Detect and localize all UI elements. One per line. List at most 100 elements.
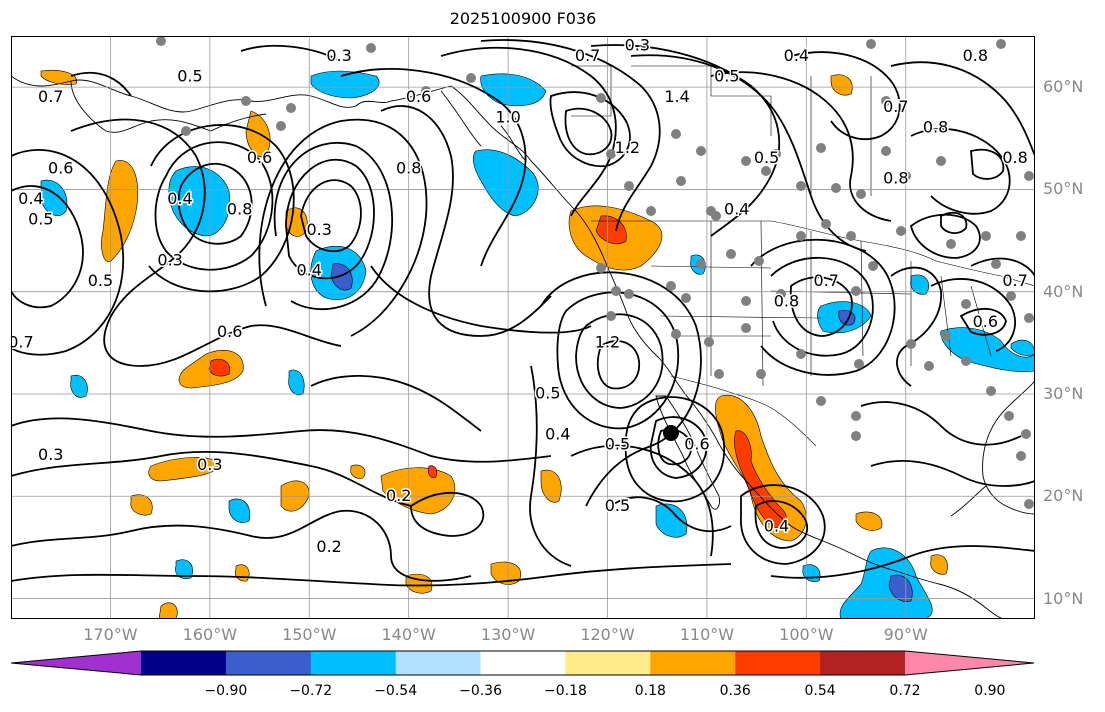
- contour-line: [11, 509, 472, 582]
- station-marker: [941, 331, 951, 341]
- contour-line: [177, 162, 253, 245]
- contour-value-label: 0.6: [217, 322, 242, 341]
- longitude-label: 170°W: [83, 625, 138, 644]
- positive-anomaly-area: [130, 494, 153, 516]
- colorbar-bin: [225, 651, 312, 675]
- station-marker: [726, 249, 736, 259]
- contour-line: [657, 428, 692, 466]
- station-marker: [181, 126, 191, 136]
- station-marker: [846, 231, 856, 241]
- storm-center-marker: [663, 425, 679, 441]
- contour-line: [575, 313, 664, 409]
- contour-line: [556, 291, 680, 430]
- contour-line: [11, 149, 125, 356]
- station-marker: [816, 396, 826, 406]
- station-marker: [991, 259, 1001, 269]
- contour-line: [570, 444, 714, 557]
- contour-value-label: 1.0: [495, 107, 520, 126]
- station-marker: [896, 226, 906, 236]
- station-marker: [671, 329, 681, 339]
- contour-line: [940, 211, 968, 234]
- country-border: [670, 375, 817, 447]
- contour-line: [410, 491, 485, 537]
- station-marker: [754, 256, 764, 266]
- colorbar-bin: [650, 651, 736, 675]
- colorbar-tick-label: 0.90: [974, 683, 1006, 699]
- coastline: [440, 90, 527, 162]
- station-marker: [961, 356, 971, 366]
- latitude-label: 30°N: [1043, 383, 1084, 403]
- negative-anomaly-area: [168, 166, 231, 237]
- station-marker: [856, 189, 866, 199]
- contour-value-label: 0.6: [973, 312, 998, 331]
- positive-anomaly-area: [427, 465, 438, 479]
- station-marker: [646, 206, 656, 216]
- weather-map: 0.3 0.5 0.7 0.6 0.5 0.4 0.4 0.8 0.6 0.3 0.5 0.7 0.6 0…: [11, 36, 1035, 619]
- contour-line: [789, 276, 853, 337]
- contour-value-label: 0.7: [11, 332, 34, 351]
- contour-value-label: 0.4: [545, 424, 570, 443]
- contour-value-label: 0.7: [38, 87, 63, 106]
- colorbar-tick-label: −0.18: [543, 683, 587, 699]
- contour-value-label: 0.3: [326, 46, 351, 65]
- station-marker: [681, 293, 691, 303]
- station-marker: [711, 211, 721, 221]
- station-marker: [1021, 429, 1031, 439]
- longitude-label: 90°W: [883, 625, 928, 644]
- station-marker: [276, 121, 286, 131]
- contour-value-label: 0.5: [605, 435, 630, 454]
- latitude-label: 50°N: [1043, 179, 1084, 199]
- contour-line: [11, 563, 732, 587]
- station-marker: [1024, 313, 1034, 323]
- contour-line: [870, 459, 1035, 487]
- contour-line: [710, 71, 892, 222]
- contour-value-label: 0.5: [714, 66, 739, 85]
- colorbar-bin: [395, 651, 482, 675]
- contour-value-label: 0.4: [18, 189, 43, 208]
- station-marker: [421, 86, 431, 96]
- station-marker: [816, 143, 826, 153]
- contour-line: [11, 417, 552, 463]
- positive-anomaly-area: [40, 69, 78, 85]
- station-marker: [666, 281, 676, 291]
- contour-value-label: 0.8: [923, 118, 948, 137]
- contour-line: [11, 450, 412, 507]
- station-marker: [241, 96, 251, 106]
- station-marker: [1004, 411, 1014, 421]
- contour-line: [529, 365, 572, 567]
- station-marker: [866, 39, 876, 49]
- colorbar-min-extension: [11, 651, 141, 675]
- contour-value-label: 0.2: [386, 486, 411, 505]
- contour-line: [597, 340, 640, 390]
- contour-line: [285, 159, 375, 280]
- contour-line: [70, 71, 132, 97]
- colorbar-max-extension: [905, 651, 1034, 675]
- contour-line: [970, 148, 1005, 180]
- contour-line: [649, 416, 708, 479]
- station-marker: [756, 369, 766, 379]
- station-marker: [676, 176, 686, 186]
- station-marker: [821, 219, 831, 229]
- contour-value-label: 0.3: [157, 251, 182, 270]
- station-marker: [696, 259, 706, 269]
- positive-anomaly-area: [158, 602, 178, 619]
- positive-anomaly-area: [540, 469, 562, 503]
- contour-line: [540, 271, 702, 507]
- station-marker: [1006, 291, 1016, 301]
- station-marker: [611, 286, 621, 296]
- station-marker: [624, 289, 634, 299]
- positive-anomaly-area: [350, 464, 366, 479]
- contour-line: [860, 401, 1022, 446]
- contour-value-label: 1.2: [615, 138, 640, 157]
- colorbar-bin: [565, 651, 651, 675]
- chart-title: 2025100900 F036: [449, 9, 597, 28]
- station-marker: [796, 349, 806, 359]
- station-marker: [596, 263, 606, 273]
- colorbar-tick-label: 0.54: [804, 683, 836, 699]
- coastline: [70, 80, 267, 133]
- station-marker: [1016, 451, 1026, 461]
- contour-value-label: 0.8: [1002, 148, 1027, 167]
- contour-value-label: 0.5: [535, 383, 560, 402]
- contour-line: [564, 107, 613, 156]
- colorbar-tick-label: −0.36: [459, 683, 502, 699]
